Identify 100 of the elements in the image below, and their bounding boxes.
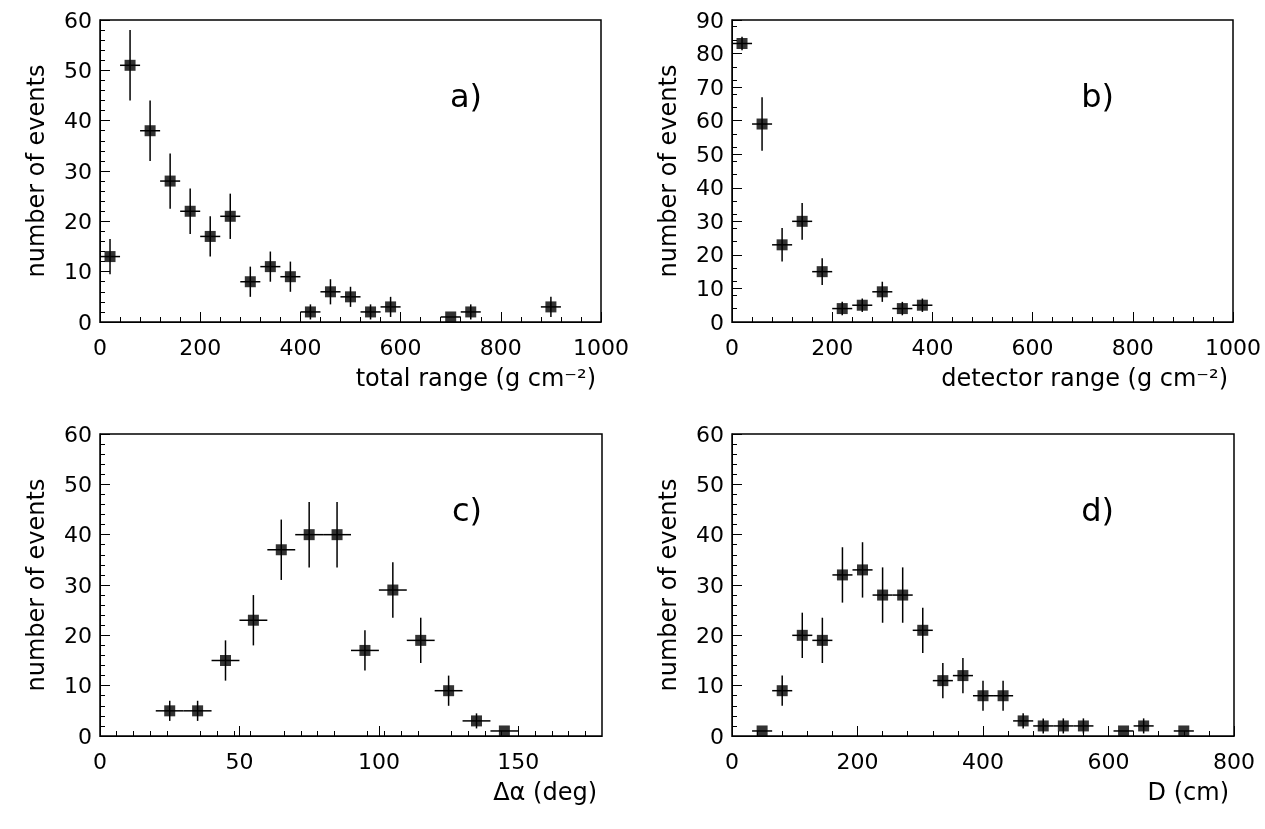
point	[977, 690, 989, 702]
y-tick-label: 20	[64, 622, 92, 648]
y-tick-label: 20	[64, 208, 92, 234]
y-axis-title: number of events	[22, 478, 50, 692]
point	[917, 624, 929, 636]
y-tick-label: 50	[64, 57, 92, 83]
point	[1118, 725, 1130, 737]
point	[331, 529, 343, 541]
point	[816, 266, 828, 278]
x-tick-label: 150	[497, 748, 540, 774]
point	[896, 303, 908, 315]
x-tick-label: 800	[479, 334, 522, 360]
point	[224, 210, 236, 222]
point	[916, 299, 928, 311]
point	[247, 614, 259, 626]
x-tick-label: 100	[357, 748, 400, 774]
y-tick-label: 10	[696, 673, 724, 699]
x-tick-label: 600	[379, 334, 422, 360]
point	[387, 584, 399, 596]
y-tick-label: 50	[696, 141, 724, 167]
annotation: a)	[449, 77, 482, 115]
y-tick-label: 30	[64, 158, 92, 184]
y-axis-title: number of events	[654, 64, 682, 278]
point	[857, 564, 869, 576]
point	[465, 306, 477, 318]
point	[836, 569, 848, 581]
y-tick-label: 40	[696, 522, 724, 548]
point	[304, 306, 316, 318]
point	[359, 644, 371, 656]
y-tick-label: 60	[696, 421, 724, 447]
y-tick-label: 0	[710, 723, 724, 749]
y-tick-label: 20	[696, 622, 724, 648]
point	[220, 655, 231, 666]
y-tick-label: 10	[64, 673, 92, 699]
point	[104, 251, 116, 263]
x-axis-title: total range (g cm⁻²)	[355, 364, 597, 392]
y-tick-label: 60	[696, 108, 724, 134]
point	[385, 301, 397, 313]
point	[498, 725, 510, 737]
x-tick-label: 200	[811, 334, 854, 360]
y-tick-label: 70	[696, 74, 724, 100]
x-tick-label: 800	[1111, 334, 1154, 360]
x-axis-title: Δα (deg)	[493, 778, 597, 806]
point	[756, 118, 768, 130]
point	[545, 301, 557, 313]
point	[471, 715, 482, 727]
point	[796, 629, 808, 641]
x-tick-label: 200	[836, 748, 879, 774]
point	[184, 205, 196, 217]
point	[204, 230, 216, 242]
y-tick-label: 30	[696, 572, 724, 598]
y-tick-label: 90	[696, 7, 724, 33]
x-axis-title: D (cm)	[1147, 778, 1229, 806]
point	[324, 286, 336, 298]
point	[284, 271, 296, 283]
point	[1037, 720, 1049, 732]
point	[1178, 725, 1190, 737]
x-tick-label: 1000	[573, 334, 630, 360]
point	[124, 59, 136, 71]
y-tick-label: 40	[64, 522, 92, 548]
point	[275, 544, 287, 556]
point	[303, 529, 315, 541]
x-axis-title: detector range (g cm⁻²)	[941, 364, 1229, 392]
x-tick-label: 400	[962, 748, 1004, 774]
point	[345, 291, 356, 303]
annotation: d)	[1081, 491, 1114, 529]
point	[876, 286, 888, 298]
point	[776, 685, 788, 697]
y-tick-label: 10	[64, 259, 92, 285]
point	[897, 589, 909, 601]
y-tick-label: 0	[78, 723, 92, 749]
point	[264, 261, 276, 273]
point	[1017, 715, 1029, 727]
point	[1138, 720, 1150, 732]
point	[244, 276, 256, 288]
point	[997, 690, 1009, 702]
point	[877, 589, 889, 601]
y-tick-label: 10	[696, 275, 724, 301]
point	[192, 705, 204, 717]
y-tick-label: 40	[64, 108, 92, 134]
point	[1057, 720, 1069, 732]
y-tick-label: 60	[64, 421, 92, 447]
y-tick-label: 20	[696, 242, 724, 268]
point	[816, 634, 828, 646]
y-tick-label: 0	[710, 309, 724, 335]
y-tick-label: 50	[64, 471, 92, 497]
point	[415, 634, 427, 646]
y-tick-label: 50	[696, 471, 724, 497]
x-tick-label: 600	[1011, 334, 1054, 360]
annotation: c)	[451, 491, 482, 529]
point	[164, 175, 176, 187]
point	[443, 685, 455, 697]
y-axis-title: number of events	[654, 478, 682, 692]
x-tick-label: 400	[911, 334, 954, 360]
point	[937, 675, 949, 687]
x-tick-label: 200	[179, 334, 222, 360]
point	[776, 239, 788, 251]
x-tick-label: 600	[1087, 748, 1130, 774]
y-tick-label: 40	[696, 175, 724, 201]
point	[836, 303, 848, 315]
